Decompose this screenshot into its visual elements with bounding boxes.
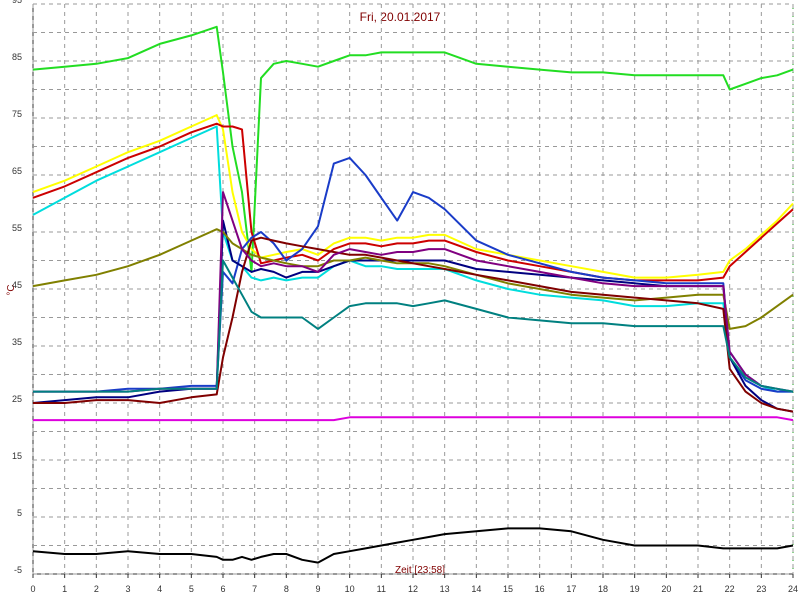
y-tick-label: 85 [12,52,22,62]
x-tick-label: 16 [535,584,545,594]
y-tick-label: 55 [12,223,22,233]
x-tick-label: 3 [125,584,130,594]
x-tick-label: 9 [315,584,320,594]
x-tick-label: 4 [157,584,162,594]
x-tick-label: 22 [725,584,735,594]
x-tick-label: 1 [62,584,67,594]
x-tick-label: 17 [566,584,576,594]
x-tick-label: 5 [189,584,194,594]
x-tick-label: 8 [284,584,289,594]
x-tick-label: 2 [94,584,99,594]
y-tick-label: 15 [12,451,22,461]
x-tick-label: 20 [661,584,671,594]
y-tick-label: 25 [12,394,22,404]
series-line [33,259,794,393]
x-tick-label: 7 [252,584,257,594]
x-tick-label: 13 [440,584,450,594]
series-line [32,527,794,564]
chart-title: Fri, 20.01.2017 [360,10,441,24]
y-tick-label: 45 [12,280,22,290]
y-tick-label: 35 [12,337,22,347]
x-tick-label: 15 [503,584,513,594]
x-tick-label: 18 [598,584,608,594]
x-tick-label: 11 [377,584,386,594]
y-tick-label: -5 [14,565,22,575]
y-axis-label: °C [6,284,17,295]
y-tick-label: 95 [12,0,22,5]
x-tick-label: 21 [693,584,703,594]
x-tick-label: 24 [788,584,798,594]
x-axis-label: Zeit [23:58] [395,565,445,576]
x-tick-label: 12 [408,584,418,594]
y-tick-label: 5 [17,508,22,518]
series-line [32,122,794,282]
series-line [33,416,794,422]
series-line [32,25,794,273]
y-tick-label: 75 [12,109,22,119]
y-tick-label: 65 [12,166,22,176]
x-tick-label: 0 [30,584,35,594]
series-line [33,236,794,413]
x-tick-label: 10 [345,584,355,594]
x-tick-label: 14 [471,584,481,594]
series-line [32,114,794,279]
x-tick-label: 19 [630,584,640,594]
x-tick-label: 6 [220,584,225,594]
series-line [32,228,794,330]
x-tick-label: 23 [756,584,766,594]
